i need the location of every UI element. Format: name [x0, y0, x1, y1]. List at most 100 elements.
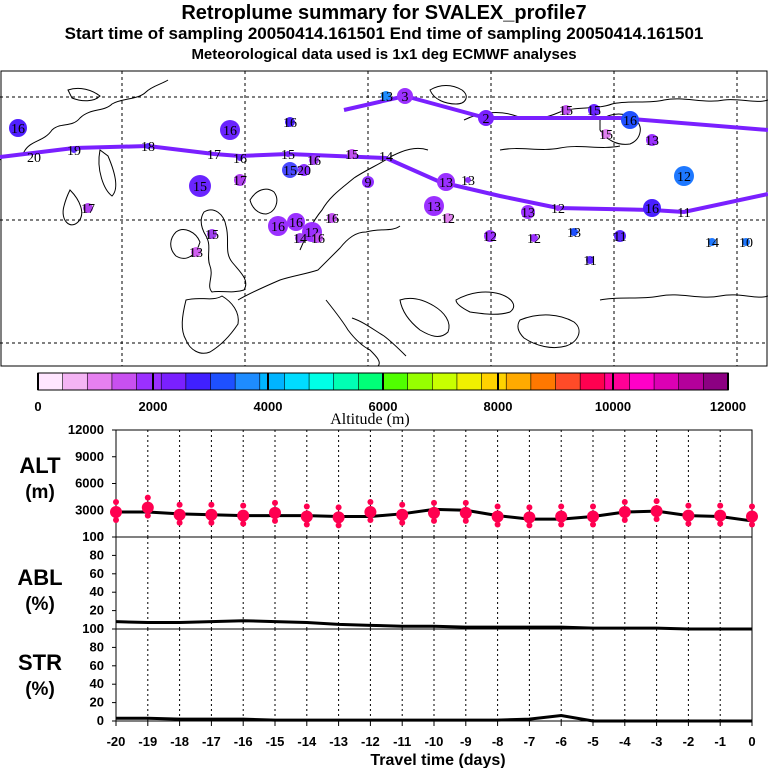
altitude-cluster-point — [208, 519, 215, 526]
clusters-marker: 9 — [362, 176, 374, 191]
clusters-dot — [287, 213, 305, 231]
clusters-marker: 10 — [739, 236, 753, 251]
clusters-label: 12 — [677, 170, 691, 185]
altitude-cluster-point — [523, 511, 536, 524]
altitude-cluster-point — [272, 517, 278, 524]
main_plume-dot — [237, 155, 243, 161]
colorbar-swatch — [481, 372, 508, 391]
clusters-label: 11 — [613, 230, 626, 245]
clusters-marker: 15 — [599, 128, 613, 143]
altitude-cluster-point — [240, 502, 247, 509]
altitude-cluster-point — [303, 521, 310, 528]
colorbar-tick-label: 0 — [34, 399, 41, 414]
x-tick-label: -13 — [329, 734, 348, 749]
abl-unit: (%) — [25, 594, 55, 615]
x-tick-label: 0 — [748, 734, 755, 749]
clusters-dot — [742, 238, 750, 246]
x-tick-label: -3 — [651, 734, 663, 749]
clusters-dot — [362, 176, 374, 188]
clusters-label: 20 — [297, 164, 311, 179]
x-tick-label: -11 — [393, 734, 411, 749]
altitude-cluster-point — [621, 517, 628, 524]
clusters-dot — [234, 174, 246, 186]
clusters-label: 16 — [271, 220, 285, 235]
clusters-dot — [443, 213, 453, 223]
north_plume-label: 2 — [483, 112, 490, 127]
clusters-marker: 17 — [81, 202, 95, 217]
clusters-dot — [437, 173, 455, 191]
altitude-cluster-point — [431, 517, 437, 524]
clusters-label: 17 — [233, 174, 247, 189]
clusters-dot — [268, 216, 288, 236]
clusters-dot — [570, 228, 578, 236]
str-ytick-label: 20 — [90, 695, 104, 710]
clusters-marker: 16 — [621, 111, 639, 129]
north_plume-dot — [397, 88, 413, 104]
clusters-label: 9 — [365, 176, 372, 191]
colorbar-swatch — [505, 372, 532, 391]
str-ytick-label: 0 — [97, 713, 104, 728]
clusters-label: 12 — [527, 232, 541, 247]
colorbar-swatch — [530, 372, 557, 391]
altitude-cluster-point — [269, 506, 281, 519]
x-tick-label: -15 — [266, 734, 285, 749]
clusters-marker: 16 — [325, 212, 339, 227]
colorbar-swatch — [629, 372, 655, 391]
colorbar-swatch — [111, 372, 138, 391]
altitude-cluster-point — [113, 499, 119, 506]
north_plume-marker: 2 — [478, 110, 494, 127]
clusters-marker: 16 — [287, 213, 305, 231]
clusters-label: 15 — [193, 180, 207, 195]
clusters-label: 13 — [439, 176, 453, 191]
clusters-dot — [295, 233, 305, 243]
altitude-cluster-point — [462, 499, 469, 506]
colorbar-swatch — [308, 372, 335, 391]
clusters-marker: 16 — [643, 199, 661, 217]
altitude-cluster-point — [494, 521, 501, 528]
altitude-cluster-point — [749, 503, 755, 510]
colorbar-swatch — [703, 372, 729, 391]
alt-ytick-label: 6000 — [75, 476, 104, 491]
main_plume-marker: 12 — [551, 202, 565, 217]
altitude-colorbar: 0 2000 4000 6000 8000 10000 12000 Altitude (m) — [34, 372, 746, 428]
colorbar-swatch — [456, 372, 483, 391]
clusters-label: 17 — [81, 202, 95, 217]
alt-panel: 12000 9000 6000 3000 0 — [68, 422, 758, 544]
clusters-dot — [327, 213, 337, 223]
clusters-dot — [347, 149, 357, 159]
main_plume-marker: 15 — [281, 148, 295, 163]
clusters-dot — [614, 230, 626, 242]
altitude-cluster-point — [685, 520, 692, 527]
main_plume-label: 12 — [551, 202, 565, 217]
time-series-panels: 12000 9000 6000 3000 0 100 80 60 40 20 0 100 80 60 4… — [17, 422, 758, 768]
clusters-label: 16 — [283, 116, 297, 131]
clusters-dot — [189, 175, 211, 197]
altitude-cluster-point — [141, 501, 154, 514]
clusters-marker: 12 — [483, 230, 497, 245]
clusters-label: 16 — [289, 216, 303, 231]
colorbar-tick-label: 12000 — [710, 399, 746, 414]
colorbar-swatch — [333, 372, 360, 391]
x-tick-label: -20 — [107, 734, 126, 749]
altitude-cluster-point — [144, 512, 151, 519]
clusters-dot — [530, 234, 538, 242]
clusters-marker: 16 — [307, 154, 321, 169]
colorbar-swatch — [284, 372, 310, 391]
clusters-marker: 15 — [189, 175, 211, 197]
str-panel: 100 80 60 40 20 0 — [82, 621, 753, 728]
clusters-marker: 12 — [527, 232, 541, 247]
clusters-dot — [285, 117, 295, 127]
colorbar-swatch — [431, 372, 458, 391]
x-tick-label: -5 — [587, 734, 599, 749]
clusters-marker: 15 — [587, 104, 601, 119]
clusters-label: 13 — [521, 206, 535, 221]
x-tick-label: -9 — [460, 734, 472, 749]
clusters-marker: 14 — [293, 232, 307, 247]
altitude-cluster-point — [399, 519, 406, 526]
clusters-label: 16 — [307, 154, 321, 169]
str-label: STR — [18, 650, 62, 675]
clusters-marker: 13 — [567, 226, 581, 241]
altitude-cluster-point — [746, 510, 758, 523]
clusters-marker: 13 — [521, 205, 535, 221]
